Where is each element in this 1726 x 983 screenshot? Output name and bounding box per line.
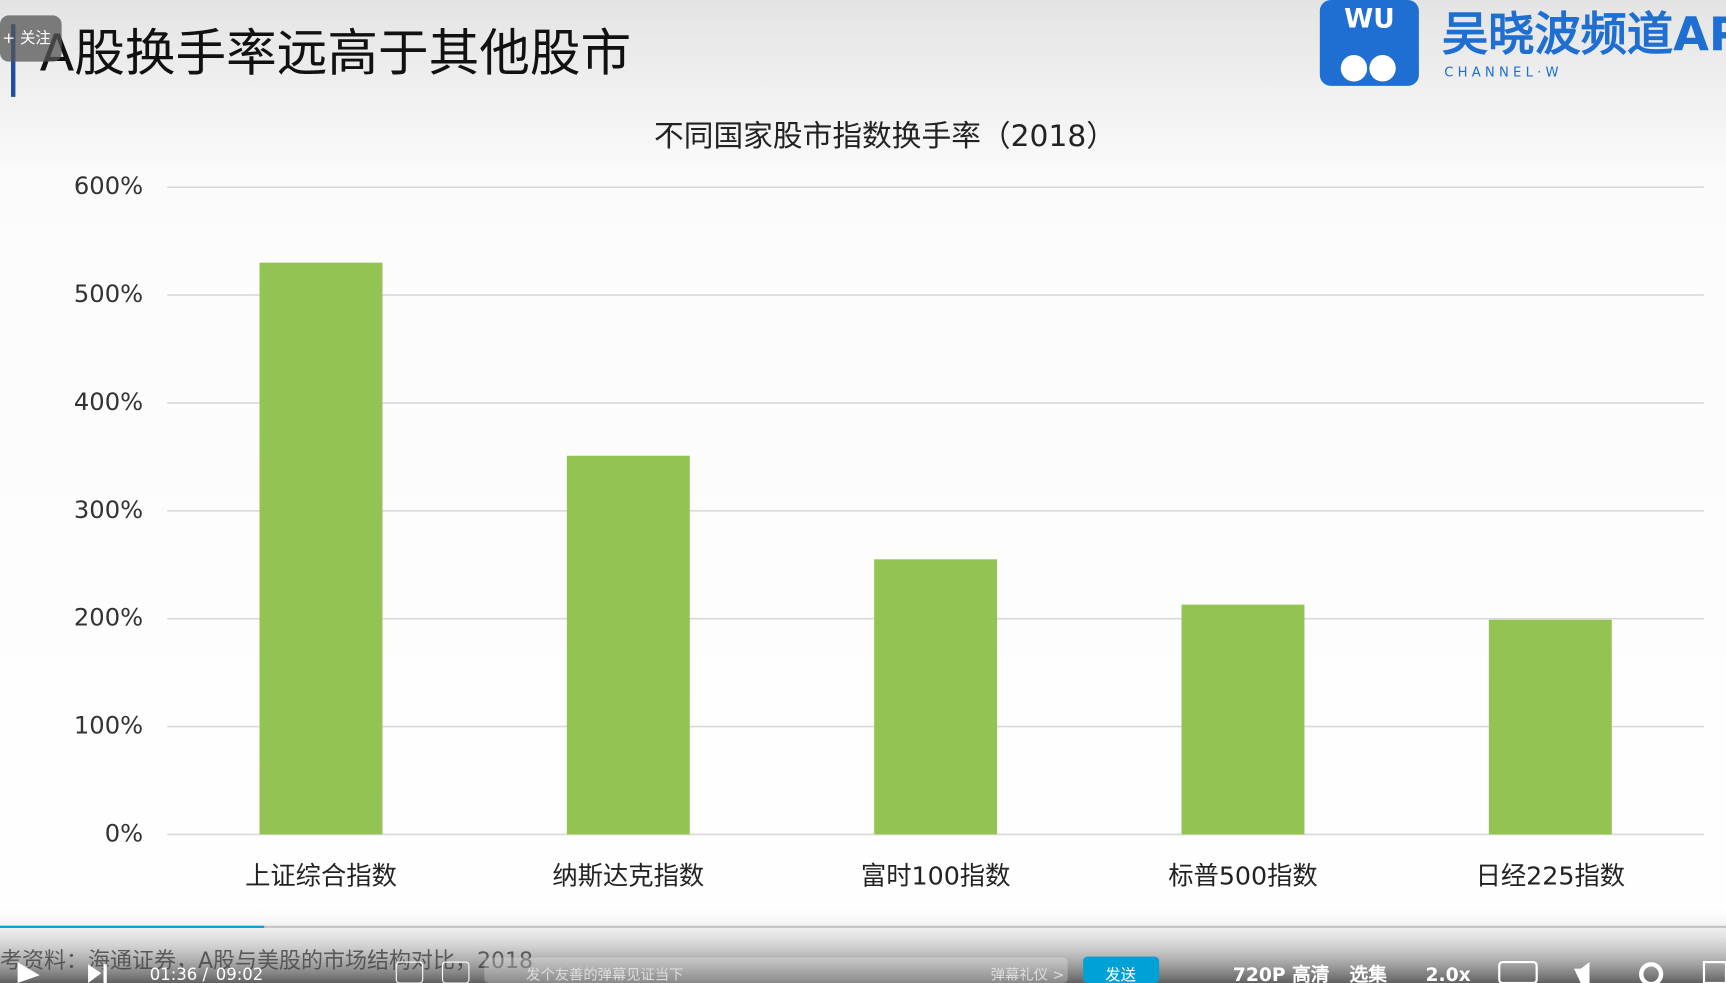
x-tick-label: 富时100指数 — [861, 861, 1010, 890]
y-tick-label: 100% — [74, 712, 143, 740]
logo-eye — [1369, 55, 1396, 82]
bar — [1488, 619, 1612, 835]
y-tick-label: 600% — [74, 172, 143, 200]
danmaku-placeholder[interactable]: 发个友善的弹幕见证当下 — [526, 966, 683, 983]
current-time: 01:36 — [150, 965, 198, 983]
progress-played — [0, 925, 265, 928]
duration: 09:02 — [216, 965, 264, 983]
x-tick-label: 纳斯达克指数 — [552, 861, 704, 890]
follow-label[interactable]: + 关注 — [2, 29, 51, 47]
danmaku-input[interactable] — [484, 957, 1068, 983]
speed-button[interactable]: 2.0x — [1425, 965, 1470, 983]
y-tick-label: 500% — [74, 280, 143, 308]
danmaku-etiquette[interactable]: 弹幕礼仪 > — [991, 966, 1065, 983]
bar — [566, 455, 690, 835]
play-button[interactable] — [17, 962, 40, 983]
x-tick-label: 上证综合指数 — [245, 861, 397, 890]
bar — [1181, 604, 1305, 835]
settings-button[interactable] — [1639, 962, 1664, 983]
next-button[interactable] — [88, 964, 107, 983]
progress-track — [0, 925, 1726, 928]
logo-name: 吴晓波频道APP — [1442, 7, 1726, 61]
logo-badge-text: WU — [1344, 3, 1395, 34]
bar — [259, 262, 383, 835]
y-tick-label: 200% — [74, 604, 143, 632]
send-button[interactable] — [1083, 956, 1160, 983]
time-separator: / — [203, 965, 209, 983]
logo-eye — [1340, 55, 1368, 82]
follow-button[interactable] — [0, 15, 62, 62]
volume-button[interactable] — [1574, 962, 1590, 983]
y-tick-label: 300% — [74, 496, 143, 524]
slide-title: A股换手率远高于其他股市 — [40, 24, 632, 83]
chart-title: 不同国家股市指数换手率（2018） — [654, 119, 1116, 154]
player-bar — [0, 902, 1726, 983]
chart: 0% 100% 200% 300% 400% 500% 600% 上证综合指数 纳斯达克指数 富时… — [74, 172, 1704, 890]
send-label[interactable]: 发送 — [1105, 966, 1136, 983]
x-tick-label: 日经225指数 — [1476, 861, 1625, 890]
episodes-button[interactable]: 选集 — [1350, 964, 1388, 983]
logo-tagline: C H A N N E L · W — [1444, 66, 1558, 81]
x-tick-label: 标普500指数 — [1168, 861, 1317, 890]
y-tick-label: 400% — [74, 388, 143, 416]
y-tick-label: 0% — [105, 819, 143, 847]
bar — [874, 559, 998, 835]
quality-button[interactable]: 720P 高清 — [1233, 964, 1330, 983]
